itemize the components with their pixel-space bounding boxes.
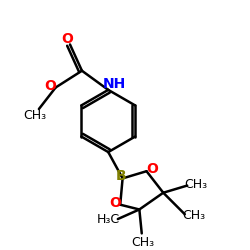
Text: O: O [62, 32, 74, 46]
Text: B: B [116, 170, 127, 183]
Text: CH₃: CH₃ [185, 178, 208, 191]
Text: CH₃: CH₃ [24, 109, 47, 122]
Text: O: O [44, 79, 56, 93]
Text: H₃C: H₃C [97, 212, 120, 226]
Text: O: O [146, 162, 158, 176]
Text: O: O [110, 196, 121, 210]
Text: CH₃: CH₃ [182, 209, 206, 222]
Text: CH₃: CH₃ [132, 236, 154, 249]
Text: NH: NH [102, 77, 126, 91]
